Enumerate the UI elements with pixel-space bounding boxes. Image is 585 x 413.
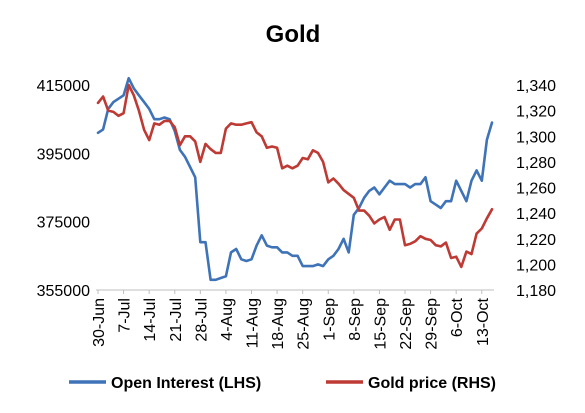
x-tick-label: 29-Sep [424, 298, 441, 350]
right-tick-label: 1,240 [516, 206, 556, 223]
left-axis-ticks: 355000 375000 395000 415000 [37, 78, 90, 300]
x-tick-label: 15-Sep [372, 298, 389, 350]
x-tick-label: 7-Jul [117, 298, 134, 333]
x-tick-label: 25-Aug [296, 298, 313, 350]
x-tick-label: 13-Oct [475, 297, 492, 346]
left-tick-label: 395000 [37, 146, 90, 163]
right-tick-label: 1,220 [516, 232, 556, 249]
plot-area [96, 76, 494, 282]
right-tick-label: 1,260 [516, 181, 556, 198]
x-tick-label: 22-Sep [398, 298, 415, 350]
x-tick-label: 1-Sep [321, 298, 338, 341]
right-tick-label: 1,200 [516, 257, 556, 274]
left-tick-label: 415000 [37, 78, 90, 95]
right-tick-label: 1,320 [516, 104, 556, 121]
x-tick-label: 28-Jul [193, 298, 210, 342]
open-interest-line [96, 76, 494, 282]
x-tick-label: 21-Jul [168, 298, 185, 342]
right-tick-label: 1,280 [516, 155, 556, 172]
right-axis-ticks: 1,180 1,200 1,220 1,240 1,260 1,280 1,300 1,320… [516, 78, 556, 300]
x-tick-label: 4-Aug [219, 298, 236, 341]
legend: Open Interest (LHS) Gold price (RHS) [69, 375, 496, 392]
legend-label-gold-price: Gold price (RHS) [368, 375, 496, 392]
right-tick-label: 1,300 [516, 129, 556, 146]
gold-price-line [96, 83, 494, 269]
x-tick-label: 6-Oct [449, 297, 466, 337]
left-tick-label: 375000 [37, 215, 90, 232]
x-tick-label: 8-Sep [347, 298, 364, 341]
x-tick-label: 14-Jul [142, 298, 159, 342]
x-axis-ticks: 30-Jun 7-Jul 14-Jul 21-Jul 28-Jul 4-Aug 11-Aug… [91, 290, 492, 350]
x-tick-label: 11-Aug [245, 298, 262, 348]
chart-title: Gold [266, 21, 321, 48]
legend-label-open-interest: Open Interest (LHS) [111, 375, 261, 392]
x-tick-label: 30-Jun [91, 298, 108, 347]
right-tick-label: 1,340 [516, 78, 556, 95]
x-tick-label: 18-Aug [270, 298, 287, 350]
right-tick-label: 1,180 [516, 283, 556, 300]
left-tick-label: 355000 [37, 283, 90, 300]
